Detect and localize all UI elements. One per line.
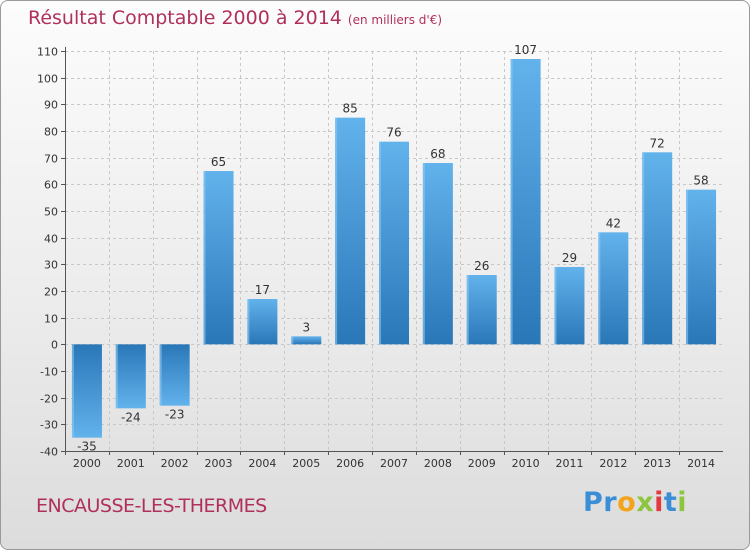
y-tick-label: 10 [44,313,58,326]
proxiti-logo: Proxiti [583,487,687,518]
y-tick-label: 30 [44,259,58,272]
axes: -40 -30 -20 -10 0 10 20 30 40 50 60 70 80 90 100 110 200… [37,46,723,470]
y-tick-label: 110 [37,46,58,59]
bar [379,141,409,345]
bar-value-label: 3 [302,320,310,334]
x-tick-label: 2011 [555,457,583,470]
y-tick-label: -40 [40,446,58,459]
bars [71,59,717,438]
bar-value-label: 65 [211,155,226,169]
bar-value-label: 58 [693,174,708,188]
y-tick-label: 80 [44,126,58,139]
bar-value-label: 68 [430,147,445,161]
bar [71,344,102,438]
value-labels: -35 -24 -23 65 17 3 85 76 68 26 107 29 42 72 58 [77,43,709,454]
x-tick-label: 2000 [73,457,101,470]
x-tick-label: 2004 [248,457,276,470]
bar [642,152,673,345]
bar [598,232,629,345]
x-tick-label: 2008 [424,457,452,470]
grid-lines [65,51,723,452]
x-tick-label: 2010 [512,457,540,470]
bar-highlight [71,344,74,438]
bar [686,189,717,345]
logo-letter: P [583,487,604,518]
x-tick-label: 2003 [205,457,233,470]
x-tick-label: 2013 [643,457,671,470]
x-tick-label: 2002 [161,457,189,470]
y-tick-label: -10 [40,366,58,379]
bar-highlight [335,117,338,345]
logo-letter: i [677,487,688,518]
x-tick-label: 2014 [687,457,715,470]
bar [159,344,190,406]
logo-letter: i [654,487,664,518]
logo-letter: o [617,487,637,518]
bar-value-label: 76 [386,126,401,140]
y-tick-label: -20 [40,393,58,406]
bar [335,117,366,345]
bar [554,267,585,345]
bar-value-label: 26 [474,259,489,273]
logo-letter: t [663,487,678,518]
bar-value-label: -23 [165,408,185,422]
bar-highlight [247,299,250,345]
bar-highlight [159,344,162,406]
x-tick-label: 2012 [599,457,627,470]
y-tick-label: 50 [44,206,58,219]
bar-highlight [554,267,557,345]
y-tick-label: 40 [44,233,58,246]
bar-highlight [422,163,425,345]
bar [510,59,541,345]
bar-highlight [379,141,381,345]
y-tick-label: 60 [44,179,58,192]
bar-value-label: 42 [606,216,621,230]
town-name: ENCAUSSE-LES-THERMES [36,495,267,517]
y-tick-label: 0 [51,339,58,352]
bar-highlight [510,59,513,345]
y-tick-label: 90 [44,99,58,112]
bar [247,299,278,345]
bar [422,163,453,345]
y-tick-label: -30 [40,419,58,432]
bar-highlight [291,336,294,345]
bar-value-label: 72 [650,136,665,150]
bar-highlight [642,152,645,345]
bar-highlight [686,189,689,345]
x-tick-label: 2006 [336,457,364,470]
chart-title: Résultat Comptable 2000 à 2014 (en millie… [28,7,442,29]
bar [203,171,234,345]
bar-value-label: 17 [255,283,270,297]
bar-value-label: -24 [121,410,141,424]
x-tick-label: 2005 [292,457,320,470]
y-tick-label: 70 [44,153,58,166]
y-tick-label: 100 [37,73,58,86]
bar-highlight [466,275,469,345]
x-tick-label: 2009 [468,457,496,470]
bar-highlight [115,344,118,409]
bar [115,344,146,409]
bar-highlight [598,232,601,345]
chart-title-unit: (en milliers d'€) [347,13,443,27]
bar [291,336,322,345]
x-tick-label: 2001 [117,457,145,470]
chart-title-main: Résultat Comptable 2000 à 2014 [28,7,342,29]
bar [466,275,497,345]
x-tick-label: 2007 [380,457,408,470]
logo-letter: r [603,487,618,518]
bar-value-label: 107 [514,43,537,57]
logo-letter: x [636,487,655,518]
bar-value-label: 29 [562,251,577,265]
bar-value-label: 85 [342,102,357,116]
bar-value-label: -35 [77,440,97,454]
y-tick-label: 20 [44,286,58,299]
bar-highlight [203,171,206,345]
